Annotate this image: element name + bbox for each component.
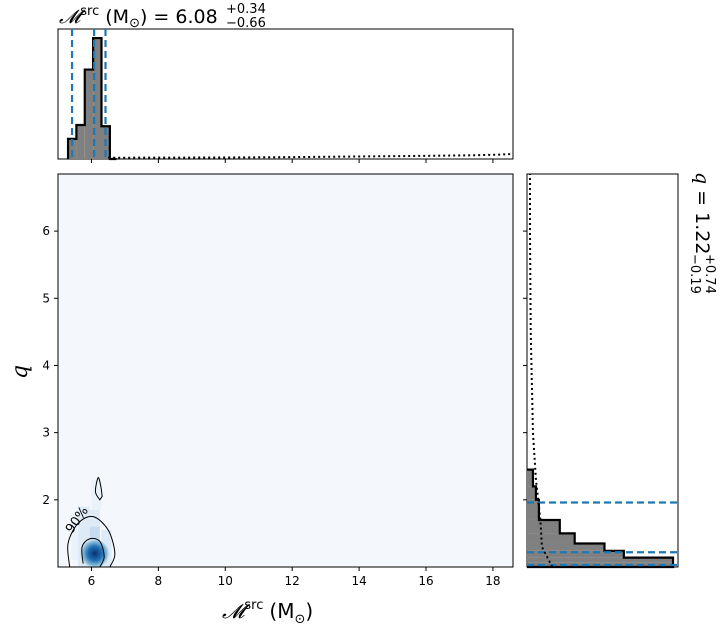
x-axis-label: 𝓜src (M⊙) <box>222 598 313 627</box>
x-axis-ticks: 6 8 10 12 14 16 18 <box>88 567 501 588</box>
right-title-value: = 1.22 <box>691 190 713 254</box>
right-hist-bar <box>527 519 560 534</box>
right-y-ticks <box>523 230 527 501</box>
top-x-ticks <box>90 159 494 163</box>
top-title-symbol: 𝓜 <box>59 6 86 28</box>
right-title-plus: +0.74 <box>702 254 717 294</box>
x-tick-label: 6 <box>88 574 96 588</box>
right-histogram-frame <box>526 173 679 568</box>
top-hist-outline <box>66 36 117 161</box>
right-hist-bar <box>527 550 624 558</box>
top-title: 𝓜src (M⊙) = 6.08 <box>59 4 218 31</box>
x-axis-label-unit-sub: ⊙ <box>294 612 305 627</box>
y-tick-label: 2 <box>42 493 50 507</box>
y-tick-label: 3 <box>42 426 50 440</box>
y-tick-label: 5 <box>42 291 50 305</box>
top-hist-bar <box>68 138 77 159</box>
right-hist-bar <box>527 486 536 500</box>
y-axis-label: q <box>8 365 33 379</box>
density-cell <box>89 509 100 527</box>
x-tick-label: 16 <box>418 574 433 588</box>
x-tick-label: 14 <box>351 574 366 588</box>
right-title-minus: −0.19 <box>687 254 702 294</box>
top-title-unit-sub: ⊙ <box>129 16 140 31</box>
right-hist-bar <box>527 557 674 563</box>
top-title-minus: −0.66 <box>226 16 266 31</box>
right-hist-bar <box>527 562 674 567</box>
density-cell <box>71 519 79 561</box>
svg-text:q= 1.22: q = 1.22 <box>691 172 713 254</box>
contour-island <box>94 477 103 501</box>
top-hist-bar <box>93 38 102 159</box>
top-histogram-panel <box>57 28 514 163</box>
right-hist-bar <box>527 469 533 487</box>
density-cell <box>78 506 90 567</box>
right-histogram-panel <box>523 173 679 569</box>
top-title-plus: +0.34 <box>226 2 266 17</box>
x-axis-label-superscript: src <box>244 598 263 613</box>
right-hist-outline <box>527 468 675 569</box>
top-title-superscript: src <box>80 4 99 19</box>
right-hist-bar <box>527 543 605 551</box>
density-peak <box>78 537 111 570</box>
y-axis-ticks: 2 3 4 5 6 <box>42 224 58 507</box>
x-tick-label: 8 <box>155 574 163 588</box>
x-axis-label-unit: (M <box>269 599 294 623</box>
right-title-symbol: q <box>691 172 713 184</box>
right-histogram-bars <box>527 468 675 569</box>
y-tick-label: 6 <box>42 224 50 238</box>
right-hist-bar <box>527 533 575 544</box>
joint-density-frame <box>57 173 514 568</box>
x-tick-label: 18 <box>485 574 500 588</box>
top-title-unit: (M <box>105 6 129 28</box>
right-title: q = 1.22 +0.74 −0.19 <box>687 172 717 294</box>
top-hist-bar <box>84 69 94 159</box>
x-tick-label: 10 <box>218 574 233 588</box>
joint-density-background <box>58 174 513 567</box>
top-hist-bar <box>76 124 85 159</box>
x-tick-label: 12 <box>285 574 300 588</box>
x-axis-label-unit-close: ) <box>305 599 313 623</box>
top-title-unit-close: ) <box>140 6 147 28</box>
right-hist-bar <box>527 499 539 520</box>
contour-90 <box>67 515 116 568</box>
contour-50 <box>81 537 105 568</box>
top-title-value: = 6.08 <box>153 6 217 28</box>
y-tick-label: 4 <box>42 358 50 372</box>
top-histogram-frame <box>57 28 514 160</box>
